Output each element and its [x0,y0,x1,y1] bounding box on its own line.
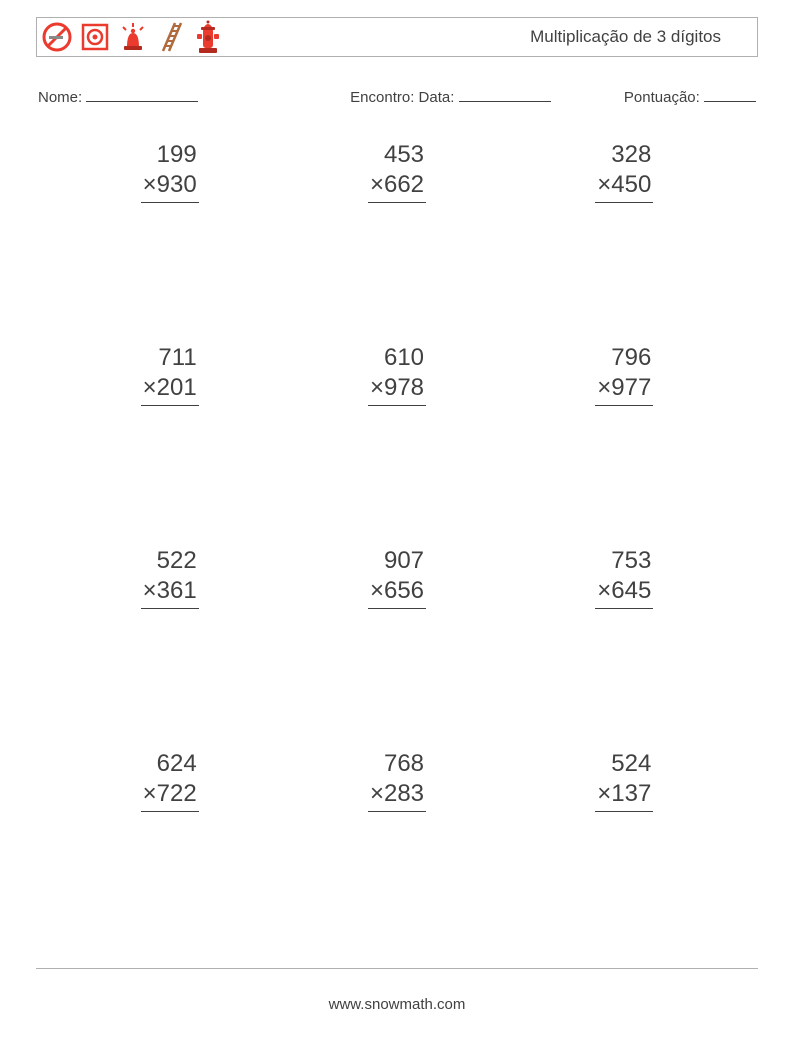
multiplier: 137 [611,780,651,807]
problem: 453×662 [283,140,510,203]
problem: 524×137 [511,749,738,812]
problem-stack: 753×645 [595,546,653,609]
multiplier: 450 [611,171,651,198]
multiplier: 656 [384,577,424,604]
multiplicand: 522 [141,546,199,576]
multiplier: 645 [611,577,651,604]
multiplicand: 768 [368,749,426,779]
problem-stack: 907×656 [368,546,426,609]
multiplier: 662 [384,171,424,198]
multiplier-row: ×978 [368,373,426,406]
date-blank [459,87,551,102]
name-label: Nome: [38,89,82,106]
date-field: Encontro: Data: [350,87,550,106]
multiply-sign: × [597,374,611,401]
problem-grid: 199×930453×662328×450711×201610×978796×9… [36,140,758,812]
score-label: Pontuação: [624,89,700,106]
problem: 768×283 [283,749,510,812]
multiplier-row: ×722 [141,779,199,812]
name-field: Nome: [38,87,350,106]
multiplicand: 610 [368,343,426,373]
problem: 199×930 [56,140,283,203]
problem-stack: 796×977 [595,343,653,406]
multiplier-row: ×930 [141,170,199,203]
worksheet-page: Multiplicação de 3 dígitos Nome: Encontr… [0,0,794,1053]
problem: 711×201 [56,343,283,406]
problem: 753×645 [511,546,738,609]
multiply-sign: × [370,374,384,401]
multiplier-row: ×656 [368,576,426,609]
multiplier-row: ×283 [368,779,426,812]
problem: 624×722 [56,749,283,812]
escape-ladder-icon [155,21,187,53]
multiply-sign: × [597,577,611,604]
multiplier: 977 [611,374,651,401]
multiplier-row: ×361 [141,576,199,609]
multiplier-row: ×137 [595,779,653,812]
multiplicand: 711 [141,343,199,373]
info-row: Nome: Encontro: Data: Pontuação: [36,87,758,106]
problem-stack: 522×361 [141,546,199,609]
multiplier-row: ×645 [595,576,653,609]
problem-stack: 610×978 [368,343,426,406]
multiplier: 201 [157,374,197,401]
problem-stack: 768×283 [368,749,426,812]
multiplicand: 796 [595,343,653,373]
problem-stack: 453×662 [368,140,426,203]
multiply-sign: × [597,780,611,807]
multiplicand: 753 [595,546,653,576]
problem: 907×656 [283,546,510,609]
multiplier-row: ×662 [368,170,426,203]
problem-stack: 328×450 [595,140,653,203]
fire-alarm-panel-icon [79,21,111,53]
problem-stack: 199×930 [141,140,199,203]
score-field: Pontuação: [624,87,756,106]
footer-rule [36,968,758,969]
multiplier: 283 [384,780,424,807]
multiply-sign: × [143,577,157,604]
multiplier: 361 [157,577,197,604]
multiplier-row: ×977 [595,373,653,406]
problem: 610×978 [283,343,510,406]
multiplier: 722 [157,780,197,807]
multiply-sign: × [143,780,157,807]
header-box: Multiplicação de 3 dígitos [36,17,758,57]
multiplier-row: ×201 [141,373,199,406]
multiplicand: 524 [595,749,653,779]
fire-hydrant-icon [193,19,223,55]
score-blank [704,87,756,102]
name-blank [86,87,198,102]
multiply-sign: × [143,171,157,198]
multiply-sign: × [370,780,384,807]
multiplicand: 624 [141,749,199,779]
multiplicand: 453 [368,140,426,170]
date-label: Encontro: Data: [350,89,454,106]
multiplier-row: ×450 [595,170,653,203]
multiplicand: 199 [141,140,199,170]
multiplicand: 907 [368,546,426,576]
problem-stack: 624×722 [141,749,199,812]
multiplicand: 328 [595,140,653,170]
problem-stack: 711×201 [141,343,199,406]
problem: 328×450 [511,140,738,203]
multiply-sign: × [143,374,157,401]
alarm-bell-icon [117,21,149,53]
header-icons [41,18,223,56]
problem: 522×361 [56,546,283,609]
multiplier: 930 [157,171,197,198]
problem: 796×977 [511,343,738,406]
footer-text: www.snowmath.com [0,996,794,1013]
multiplier: 978 [384,374,424,401]
multiply-sign: × [370,577,384,604]
worksheet-title: Multiplicação de 3 dígitos [530,27,721,47]
problem-stack: 524×137 [595,749,653,812]
no-smoking-icon [41,21,73,53]
multiply-sign: × [597,171,611,198]
multiply-sign: × [370,171,384,198]
